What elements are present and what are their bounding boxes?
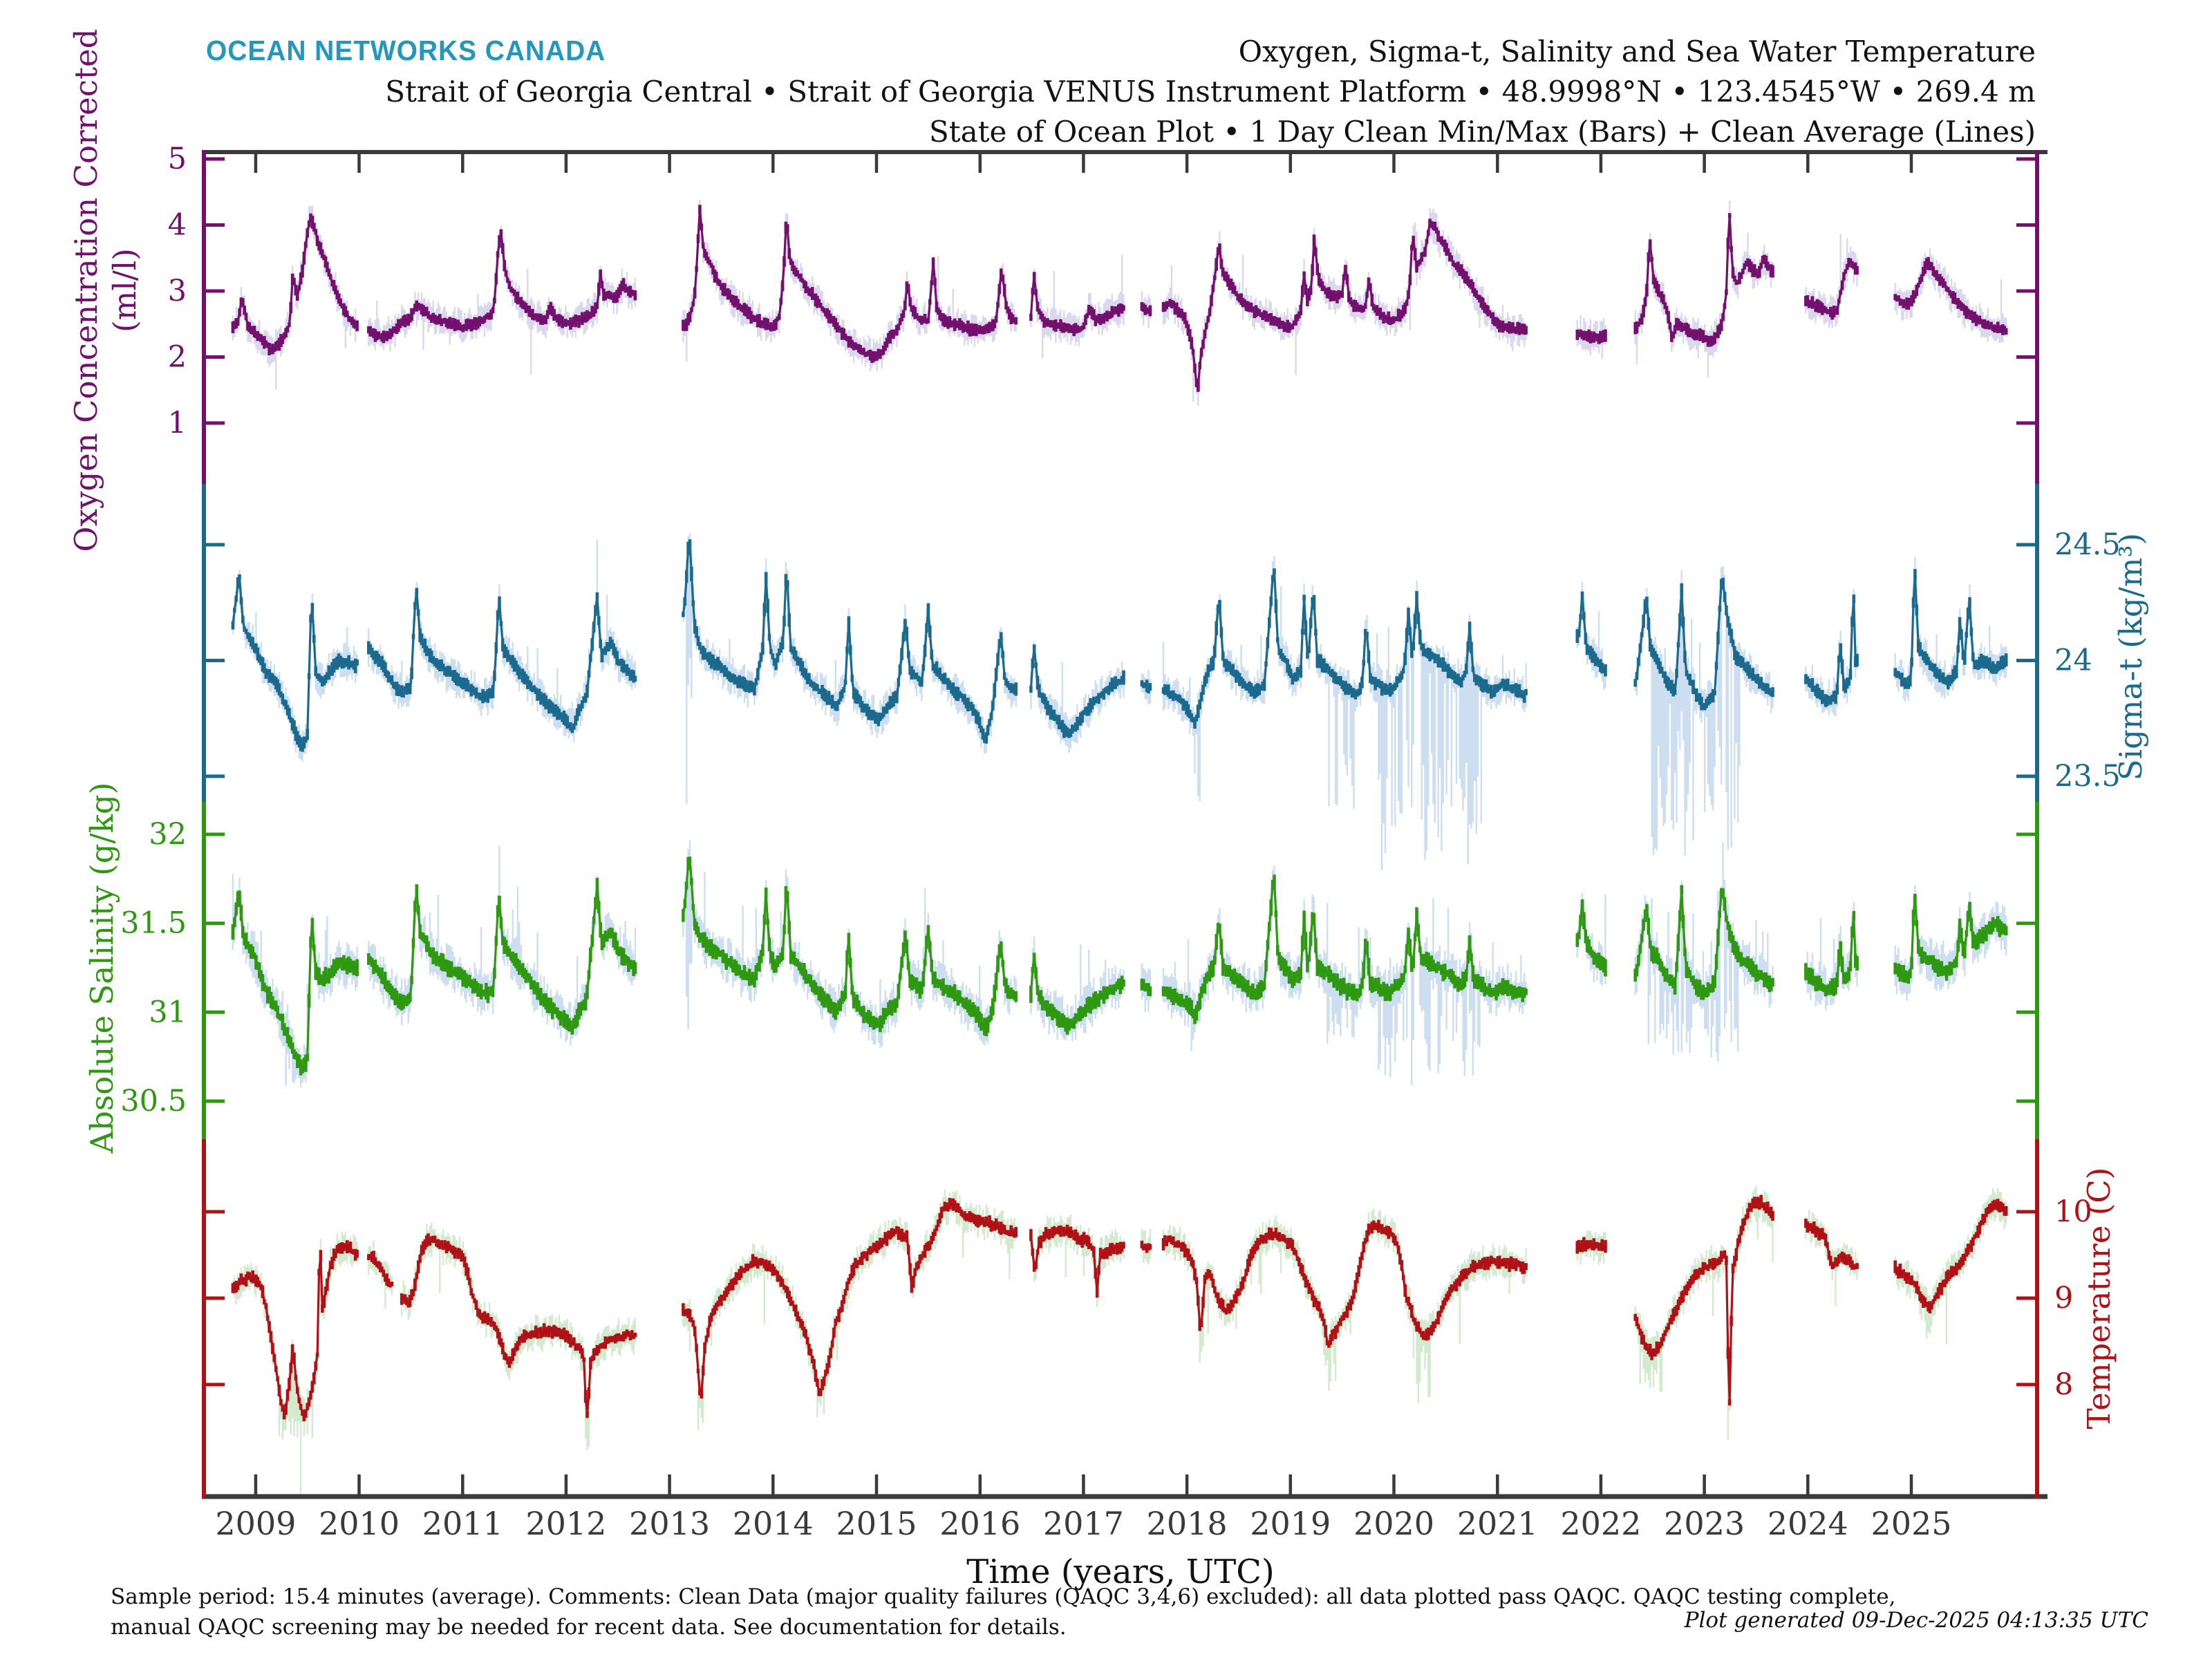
year-tick-label: 2018 bbox=[1147, 1505, 1228, 1542]
footer-qaqc-comments-line1: Sample period: 15.4 minutes (average). C… bbox=[111, 1584, 1896, 1609]
minmax-bars-layer bbox=[232, 200, 2007, 1495]
year-tick-label: 2013 bbox=[629, 1505, 710, 1542]
oxygen-tick-label: 5 bbox=[168, 142, 187, 176]
plot-title-line3-plot-type: State of Ocean Plot • 1 Day Clean Min/Ma… bbox=[928, 115, 2036, 149]
sigma-axis-title: Sigma-t (kg/m³) bbox=[2112, 533, 2149, 780]
year-tick-label: 2020 bbox=[1353, 1505, 1434, 1542]
year-tick-label: 2022 bbox=[1560, 1505, 1641, 1542]
year-tick-label: 2011 bbox=[422, 1505, 503, 1542]
year-tick-label: 2024 bbox=[1768, 1505, 1848, 1542]
oxygen-tick-label: 3 bbox=[168, 274, 187, 308]
year-tick-label: 2009 bbox=[215, 1505, 296, 1542]
oxygen-axis-title: Oxygen Concentration Corrected bbox=[68, 29, 104, 552]
sigma-tick-label: 24.5 bbox=[2054, 527, 2121, 562]
x-axis-title: Time (years, UTC) bbox=[966, 1553, 1274, 1591]
oxygen-tick-label: 1 bbox=[168, 406, 187, 440]
oxygen-daily-average-markers bbox=[231, 205, 2008, 392]
year-tick-label: 2017 bbox=[1043, 1505, 1124, 1542]
ocean-networks-canada-logo: OCEAN NETWORKS CANADA bbox=[206, 35, 606, 66]
salinity-tick-label: 32 bbox=[149, 817, 187, 852]
year-tick-label: 2023 bbox=[1664, 1505, 1745, 1542]
oxygen-tick-label: 4 bbox=[168, 208, 187, 243]
salinity-tick-label: 31.5 bbox=[120, 906, 187, 941]
temperature-daily-average-markers bbox=[231, 1194, 2008, 1422]
salinity-tick-label: 30.5 bbox=[120, 1084, 187, 1118]
sigma-axis-ticks bbox=[204, 543, 2037, 778]
sigma-daily-average-markers bbox=[231, 539, 2008, 752]
year-axis-ticks bbox=[254, 152, 1913, 1497]
sigma-tick-label: 24 bbox=[2054, 644, 2092, 678]
temperature-axis-ticks bbox=[204, 1210, 2037, 1387]
temperature-tick-label: 10 bbox=[2054, 1194, 2092, 1229]
year-tick-label: 2015 bbox=[836, 1505, 917, 1542]
oxygen-axis-ticks bbox=[204, 157, 2037, 425]
clean-average-lines-layer bbox=[231, 205, 2008, 1422]
year-tick-label: 2019 bbox=[1250, 1505, 1331, 1542]
temperature-tick-label: 8 bbox=[2054, 1367, 2073, 1402]
salinity-tick-label: 31 bbox=[149, 995, 187, 1029]
salinity-daily-average-markers bbox=[231, 856, 2008, 1076]
year-tick-label: 2014 bbox=[733, 1505, 814, 1542]
year-tick-label: 2010 bbox=[319, 1505, 400, 1542]
plot-generated-timestamp: Plot generated 09-Dec-2025 04:13:35 UTC bbox=[1684, 1608, 2148, 1633]
oxygen-tick-label: 2 bbox=[168, 340, 187, 375]
plot-title-line1: Oxygen, Sigma-t, Salinity and Sea Water … bbox=[1238, 35, 2036, 68]
temperature-axis-title: Temperature (C) bbox=[2081, 1168, 2117, 1430]
salinity-axis-title: Absolute Salinity (g/kg) bbox=[84, 782, 120, 1154]
year-tick-label: 2025 bbox=[1871, 1505, 1951, 1542]
year-tick-label: 2016 bbox=[939, 1505, 1020, 1542]
temperature-tick-label: 9 bbox=[2054, 1281, 2073, 1315]
plot-title-line2-station: Strait of Georgia Central • Strait of Ge… bbox=[385, 75, 2036, 109]
sigma-tick-label: 23.5 bbox=[2054, 759, 2121, 794]
year-tick-label: 2021 bbox=[1457, 1505, 1538, 1542]
sigma-minmax-bars bbox=[232, 533, 2007, 870]
year-tick-label: 2012 bbox=[525, 1505, 606, 1542]
oxygen-axis-title: (ml/l) bbox=[106, 248, 143, 332]
salinity-axis-ticks bbox=[204, 832, 2037, 1103]
footer-qaqc-comments-line2: manual QAQC screening may be needed for … bbox=[111, 1615, 1067, 1640]
oxygen-minmax-bars bbox=[232, 200, 2007, 406]
